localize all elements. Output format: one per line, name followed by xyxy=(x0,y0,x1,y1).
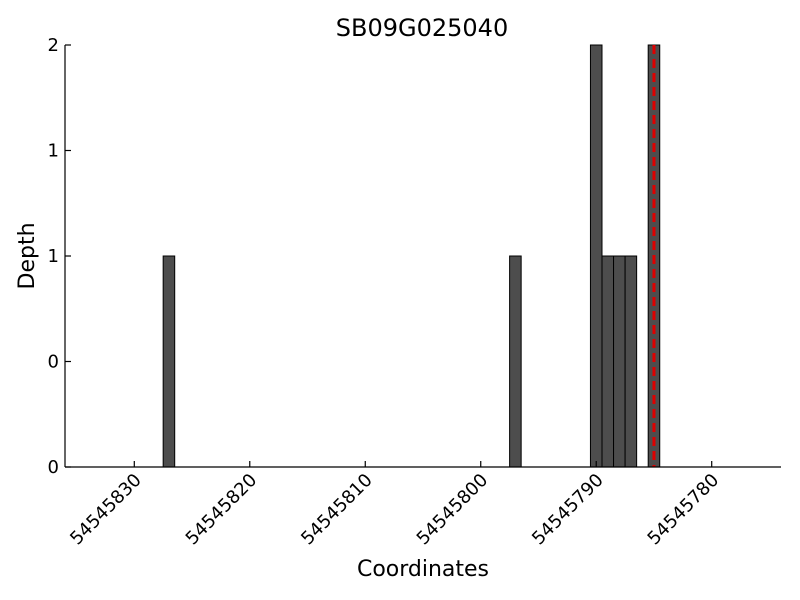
y-tick-label-4: 2 xyxy=(48,35,59,56)
y-tick-label-3: 1 xyxy=(48,141,59,162)
chart-title: SB09G025040 xyxy=(336,14,508,42)
y-axis-label: Depth xyxy=(15,222,40,289)
y-tick-label-2: 1 xyxy=(48,246,59,267)
bar-0 xyxy=(162,255,176,468)
bar-5 xyxy=(624,255,638,468)
bar-1 xyxy=(509,255,522,468)
y-ticks-layer: 0 0 1 1 2 xyxy=(48,35,71,478)
y-tick-label-0: 0 xyxy=(48,457,59,478)
bar-3 xyxy=(601,255,615,468)
x-axis-label: Coordinates xyxy=(357,557,489,582)
bar-4 xyxy=(613,255,626,468)
bar-2 xyxy=(589,44,603,468)
y-tick-label-1: 0 xyxy=(48,352,59,373)
